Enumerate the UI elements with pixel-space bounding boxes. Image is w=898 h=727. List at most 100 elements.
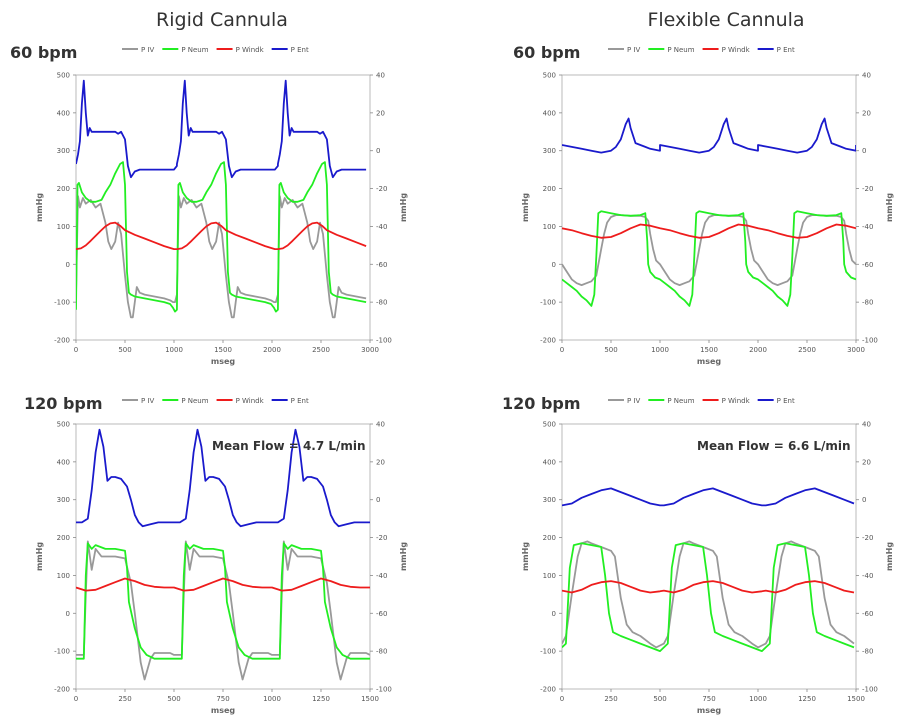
legend-entry: P IV: [627, 46, 641, 54]
x-tick-label: 500: [653, 695, 666, 703]
legend-entry: P Ent: [291, 397, 309, 405]
legend-entry: P IV: [141, 46, 155, 54]
y2-tick-label: 20: [862, 458, 871, 466]
y2-tick-label: 20: [862, 109, 871, 117]
y2-tick-label: -40: [376, 572, 387, 580]
x-tick-label: 500: [118, 346, 131, 354]
x-tick-label: 1250: [798, 695, 816, 703]
x-tick-label: 1500: [361, 695, 379, 703]
legend-entry: P IV: [627, 397, 641, 405]
y-tick-label: 0: [552, 610, 556, 618]
x-tick-label: 1500: [700, 346, 718, 354]
y-tick-label: -100: [54, 299, 70, 307]
series-line: [76, 79, 367, 179]
legend-entry: P Ent: [777, 46, 795, 54]
y2-tick-label: -60: [862, 610, 873, 618]
x-tick-label: 2500: [312, 346, 330, 354]
x-tick-label: 3000: [847, 346, 865, 354]
y2-tick-label: -20: [376, 185, 387, 193]
series-line: [76, 577, 370, 592]
chart-title: 120 bpm: [24, 394, 103, 413]
plot-frame: [561, 74, 857, 341]
series-line: [76, 542, 370, 660]
y-tick-label: 0: [66, 610, 70, 618]
x-tick-label: 500: [604, 346, 617, 354]
y-tick-label: 100: [543, 572, 556, 580]
x-tick-label: 3000: [361, 346, 379, 354]
y-tick-label: 500: [57, 72, 70, 80]
x-tick-label: 500: [167, 695, 180, 703]
y2-tick-label: 40: [376, 421, 385, 429]
y-tick-label: 0: [66, 261, 70, 269]
y-tick-label: -200: [54, 686, 70, 694]
series-line: [562, 223, 856, 239]
x-axis-title: mseg: [211, 706, 236, 715]
y2-tick-label: 20: [376, 109, 385, 117]
y2-tick-label: -60: [376, 261, 387, 269]
y-axis-title: mmHg: [35, 542, 44, 571]
x-tick-label: 1000: [651, 346, 669, 354]
y-tick-label: 400: [57, 109, 70, 117]
legend-entry: P Ent: [291, 46, 309, 54]
y-tick-label: 200: [57, 534, 70, 542]
y-tick-label: 100: [57, 572, 70, 580]
y2-tick-label: 0: [862, 496, 866, 504]
x-tick-label: 1250: [312, 695, 330, 703]
y-tick-label: 400: [57, 458, 70, 466]
legend-entry: P Windk: [722, 397, 751, 405]
x-tick-label: 0: [560, 695, 564, 703]
y-tick-label: -200: [54, 337, 70, 345]
legend-entry: P Neum: [667, 46, 694, 54]
legend-entry: P Ent: [777, 397, 795, 405]
x-tick-label: 1000: [749, 695, 767, 703]
legend-entry: P Windk: [722, 46, 751, 54]
y-tick-label: 300: [543, 147, 556, 155]
y-tick-label: -200: [540, 686, 556, 694]
y-tick-label: -200: [540, 337, 556, 345]
x-tick-label: 2000: [263, 346, 281, 354]
y2-tick-label: -80: [376, 648, 387, 656]
y2-axis-title: mmHg: [399, 542, 408, 571]
y2-axis-title: mmHg: [399, 193, 408, 222]
column-title-rigid: Rigid Cannula: [156, 9, 288, 31]
y2-tick-label: -80: [862, 299, 873, 307]
x-tick-label: 750: [216, 695, 229, 703]
y2-tick-label: -20: [862, 185, 873, 193]
chart-panel: 60 bpm P IV P Neum P Windk P Ent 0 500 1000 1500…: [513, 43, 894, 366]
x-tick-label: 1000: [263, 695, 281, 703]
y-tick-label: 300: [57, 147, 70, 155]
series-line: [76, 195, 367, 319]
x-axis-title: mseg: [211, 357, 236, 366]
y2-tick-label: 40: [862, 421, 871, 429]
y-axis-title: mmHg: [521, 193, 530, 222]
y2-tick-label: -100: [862, 337, 878, 345]
flow-annotation: Mean Flow = 6.6 L/min: [697, 439, 851, 453]
x-tick-label: 2000: [749, 346, 767, 354]
x-tick-label: 0: [74, 346, 78, 354]
series-line: [76, 221, 367, 250]
legend-entry: P Neum: [181, 46, 208, 54]
y2-tick-label: 0: [376, 496, 380, 504]
y2-tick-label: 40: [862, 72, 871, 80]
y2-tick-label: -100: [376, 337, 392, 345]
chart-title: 120 bpm: [502, 394, 581, 413]
legend-entry: P IV: [141, 397, 155, 405]
chart-title: 60 bpm: [513, 43, 580, 62]
x-tick-label: 1000: [165, 346, 183, 354]
y2-tick-label: 40: [376, 72, 385, 80]
y2-tick-label: -40: [862, 572, 873, 580]
series-line: [562, 580, 855, 594]
series-line: [76, 428, 370, 528]
x-tick-label: 1500: [214, 346, 232, 354]
x-tick-label: 0: [74, 695, 78, 703]
series-line: [562, 117, 856, 154]
series-line: [562, 542, 855, 652]
x-axis-title: mseg: [697, 706, 722, 715]
y-tick-label: 200: [543, 534, 556, 542]
y-axis-title: mmHg: [35, 193, 44, 222]
y-tick-label: 0: [552, 261, 556, 269]
x-axis-title: mseg: [697, 357, 722, 366]
y2-tick-label: -80: [862, 648, 873, 656]
